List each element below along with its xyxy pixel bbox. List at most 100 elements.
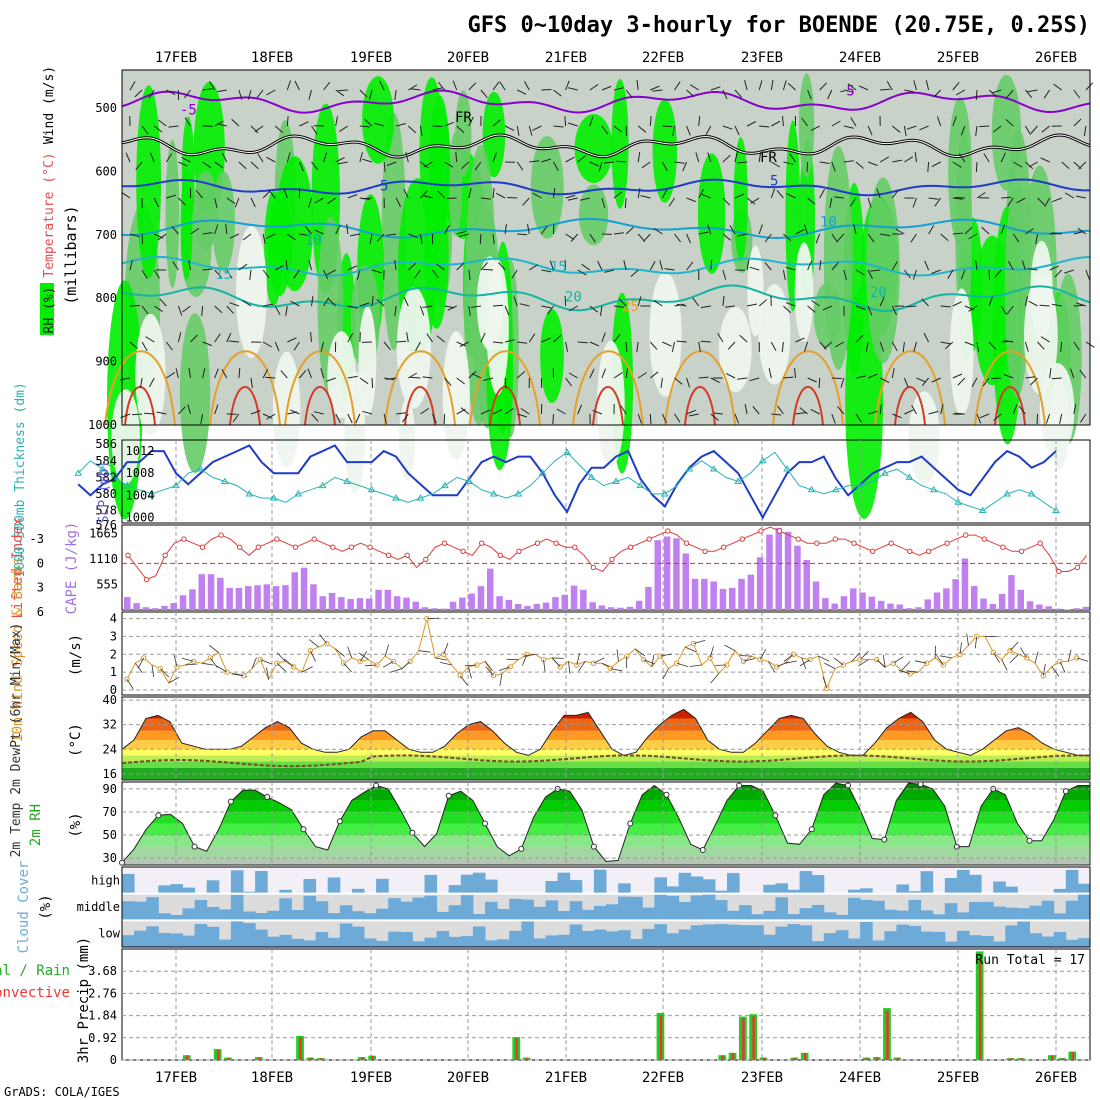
wind-barb (843, 160, 854, 163)
contour-label: FR (760, 150, 777, 166)
wind-barb-10m (684, 646, 697, 653)
wind-barb (1064, 192, 1075, 199)
temp-band (122, 749, 1090, 756)
wind-barb (1024, 125, 1032, 135)
hot-contour (404, 385, 436, 426)
wind-barb-10m (484, 661, 493, 672)
thickness-marker (734, 477, 743, 484)
cloud-cover-cell (291, 938, 304, 947)
wind-barb-10m (543, 659, 546, 672)
wind-barb (165, 153, 173, 163)
wind-barb (630, 269, 639, 278)
wind-barb-10m (151, 664, 154, 677)
wind-barb (637, 152, 641, 163)
wind-barb (623, 260, 627, 271)
wind-barb (444, 225, 450, 235)
wind-barb (637, 413, 642, 424)
warm-contour (874, 350, 946, 426)
rh-band (122, 835, 1090, 847)
cape-bar (198, 574, 205, 610)
precip-convective-bar (978, 956, 982, 1060)
cloud-row-label: middle (77, 900, 120, 914)
wind-barb (1076, 195, 1086, 199)
wind-barb (184, 89, 191, 99)
cloud-cover-cell (448, 905, 462, 921)
wind-barb (403, 296, 409, 307)
wind-barb (468, 305, 471, 316)
upper-air-frame (121, 69, 1091, 426)
wind-barb (327, 197, 336, 205)
cloud-cover-cell (727, 924, 740, 947)
lifted-index-point (627, 544, 634, 550)
rh-region (540, 308, 564, 403)
wind-barb (356, 269, 361, 280)
precip-convective-bar (227, 1057, 230, 1060)
wind-barb (1043, 89, 1051, 99)
wind-barb (249, 269, 252, 280)
wind-barb (1073, 341, 1080, 351)
wind-barb (770, 341, 777, 352)
lifted-index-point (181, 536, 187, 542)
wind-barb (335, 89, 345, 97)
wind-barb-10m (974, 636, 978, 649)
cloud-cover-cell (376, 908, 389, 921)
wind-barb-10m (743, 658, 756, 662)
thickness-marker (1052, 506, 1060, 514)
wind-barb (553, 125, 564, 128)
wind-barb (214, 197, 218, 208)
cape-bar (794, 545, 801, 610)
cloud-cover-cell (811, 904, 825, 921)
dry-region (396, 287, 431, 409)
wind-barb (369, 233, 373, 244)
lifted-index-point (851, 540, 857, 546)
lifted-index-point (981, 536, 987, 542)
wind-barb (613, 125, 623, 133)
wind-barb (698, 376, 709, 379)
lifted-index-point (311, 536, 317, 542)
wind-barb (556, 408, 566, 415)
wind-barb (613, 372, 623, 379)
thickness-marker (1003, 489, 1011, 497)
thickness-marker (1027, 489, 1036, 497)
cape-bar (1045, 606, 1052, 610)
wind-barb (952, 232, 963, 235)
cape-bar (449, 601, 457, 610)
temperature-contour (121, 89, 1091, 114)
wind-barb-10m (137, 657, 145, 669)
wind-barb (892, 413, 902, 419)
warm-contour (772, 350, 844, 426)
wind-barb (794, 367, 796, 379)
wind-barb-10m (906, 670, 919, 673)
dry-region (649, 271, 682, 397)
contour-label: 20 (870, 285, 887, 301)
cloud-cover-cell (642, 928, 655, 947)
temp-band (122, 730, 1090, 741)
wind-barb (620, 405, 627, 415)
wind-barb (419, 305, 425, 316)
precip-convective-bar (1009, 1058, 1013, 1060)
contour-label: 25 (622, 299, 639, 315)
wind-barb-10m (216, 665, 228, 673)
dry-region (758, 284, 791, 385)
wind-barb (910, 233, 917, 243)
lifted-index-point (702, 548, 708, 554)
wind-barb (361, 197, 373, 200)
cloud-cover-cell (327, 877, 341, 894)
wind-barb (541, 337, 551, 343)
wind-barb (541, 269, 552, 273)
temp-tick-label: 40 (103, 693, 117, 707)
wind-barb (746, 121, 757, 127)
wind-barb (166, 89, 176, 96)
cloud-cover-cell (618, 883, 631, 894)
wind-tick-label: 1 (110, 665, 117, 679)
cape-bar (561, 594, 568, 610)
wind-barb (226, 269, 233, 279)
wind-barb (921, 298, 929, 307)
wind-barb-10m (593, 657, 605, 664)
wind-barb (1027, 89, 1038, 93)
chart-title: GFS 0~10day 3-hourly for BOENDE (20.75E,… (467, 13, 1090, 38)
thickness-marker (318, 481, 327, 489)
cloud-cover-cell (134, 930, 147, 947)
cloud-cover-cell (448, 936, 462, 947)
wind-barb (759, 125, 770, 128)
